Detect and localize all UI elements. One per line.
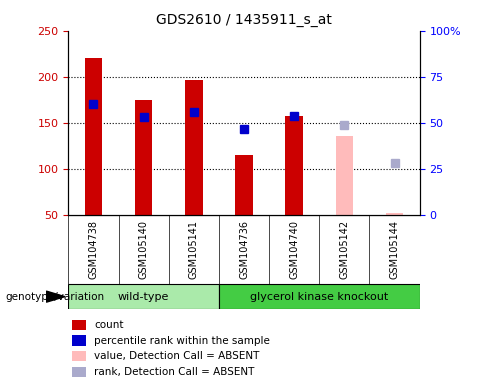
Text: count: count — [94, 320, 124, 330]
Bar — [72, 336, 86, 346]
Text: genotype/variation: genotype/variation — [5, 291, 104, 302]
Bar — [336, 136, 353, 215]
Bar — [72, 319, 86, 330]
Text: percentile rank within the sample: percentile rank within the sample — [94, 336, 270, 346]
Bar — [219, 284, 420, 309]
Bar — [68, 284, 219, 309]
Polygon shape — [46, 291, 65, 302]
Text: wild-type: wild-type — [118, 291, 169, 302]
Bar — [72, 351, 86, 361]
Bar — [285, 116, 303, 215]
Bar — [386, 213, 404, 215]
Text: GSM104740: GSM104740 — [289, 220, 299, 279]
Bar — [235, 155, 253, 215]
Text: value, Detection Call = ABSENT: value, Detection Call = ABSENT — [94, 351, 260, 361]
Title: GDS2610 / 1435911_s_at: GDS2610 / 1435911_s_at — [156, 13, 332, 27]
Bar — [84, 58, 102, 215]
Bar — [185, 81, 203, 215]
Text: glycerol kinase knockout: glycerol kinase knockout — [250, 291, 388, 302]
Text: GSM105140: GSM105140 — [139, 220, 149, 279]
Bar — [72, 367, 86, 377]
Text: rank, Detection Call = ABSENT: rank, Detection Call = ABSENT — [94, 367, 255, 377]
Text: GSM104738: GSM104738 — [88, 220, 99, 279]
Text: GSM104736: GSM104736 — [239, 220, 249, 279]
Bar — [135, 100, 152, 215]
Text: GSM105144: GSM105144 — [389, 220, 400, 279]
Text: GSM105142: GSM105142 — [339, 220, 349, 279]
Text: GSM105141: GSM105141 — [189, 220, 199, 279]
